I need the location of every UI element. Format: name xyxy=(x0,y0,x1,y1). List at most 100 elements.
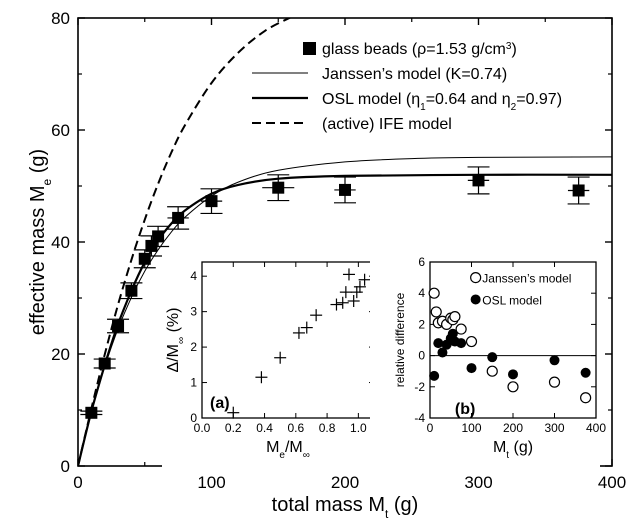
inset-a-plus-point xyxy=(310,309,323,322)
y-tick-label: 80 xyxy=(51,9,70,28)
legend-label-janssen: Janssen’s model (K=0.74) xyxy=(322,66,507,83)
y-tick-label: 60 xyxy=(51,121,70,140)
inset-b-x-tick-label: 300 xyxy=(544,421,564,435)
square-marker xyxy=(152,230,165,243)
inset-a-x-axis-label: Me/M∞ xyxy=(266,439,310,461)
legend-open-circle xyxy=(470,272,482,284)
inset-b-y-tick-label: 6 xyxy=(418,255,425,269)
inset-chart-b: 0 100 200 300 400 -4 -2 0 2 4 6 Mt (g) relative diff… xyxy=(370,254,606,470)
inset-a-plus-point xyxy=(353,280,366,293)
inset-b-y-tick-label: -2 xyxy=(414,380,425,394)
janssen-diff-point xyxy=(486,365,498,377)
x-tick-label: 300 xyxy=(464,473,492,492)
legend-square-marker xyxy=(303,42,316,55)
inset-a-panel-label: (a) xyxy=(210,395,230,412)
x-axis-label: total mass Mt (g) xyxy=(272,494,419,521)
inset-b-x-tick-label: 100 xyxy=(461,421,481,435)
janssen-diff-point xyxy=(455,323,467,335)
inset-b-x-tick-label: 0 xyxy=(427,421,434,435)
inset-b-y-tick-label: 0 xyxy=(418,349,425,363)
square-marker xyxy=(138,252,151,265)
inset-chart-a: 0.0 0.2 0.4 0.6 0.8 1.0 0 1 2 3 4 Me/M∞ Δ/M∞ (%) (a) xyxy=(162,254,378,470)
square-marker xyxy=(112,320,125,332)
x-tick-label: 0 xyxy=(73,473,82,492)
inset-a-y-tick-label: 1 xyxy=(190,376,197,390)
square-marker xyxy=(98,357,111,370)
inset-b-panel-label: (b) xyxy=(455,401,475,418)
osl-diff-point xyxy=(580,367,591,378)
inset-b-y-axis-label: relative difference xyxy=(393,292,407,387)
glass-beads-point xyxy=(120,282,143,300)
janssen-diff-point xyxy=(580,392,592,404)
inset-a-x-tick-label: 0.2 xyxy=(225,421,242,435)
square-marker xyxy=(339,183,351,196)
inset-b-x-axis-label: Mt (g) xyxy=(493,439,533,461)
janssen-diff-point xyxy=(449,311,461,323)
legend-label-osl: OSL model (η1=0.64 and η2=0.97) xyxy=(322,91,562,113)
legend-filled-circle xyxy=(470,294,481,305)
osl-diff-point xyxy=(437,347,448,358)
x-tick-label: 100 xyxy=(197,473,225,492)
inset-a-x-tick-label: 0.8 xyxy=(319,421,336,435)
inset-b-legend: Janssen’s model OSL model xyxy=(470,272,571,307)
square-marker xyxy=(172,211,185,224)
osl-diff-point xyxy=(456,338,467,349)
inset-a-plus-point xyxy=(339,286,352,299)
glass-beads-point xyxy=(147,225,170,248)
osl-diff-point xyxy=(447,328,458,339)
inset-a-x-tick-label: 1.0 xyxy=(350,421,367,435)
inset-a-y-tick-label: 2 xyxy=(190,340,197,354)
inset-b-y-tick-label: -4 xyxy=(414,411,425,425)
legend-label-ife: (active) IFE model xyxy=(322,116,452,133)
inset-a-plus-point xyxy=(342,268,355,281)
inset-a-x-tick-label: 0.0 xyxy=(194,421,211,435)
glass-beads-point xyxy=(334,176,356,204)
inset-b-x-tick-label: 200 xyxy=(503,421,523,435)
inset-a-y-tick-label: 4 xyxy=(190,269,197,283)
janssen-diff-point xyxy=(428,287,440,299)
glass-beads-point xyxy=(80,406,103,419)
osl-diff-point xyxy=(508,369,518,380)
janssen-diff-point xyxy=(465,335,478,348)
janssen-diff-point xyxy=(430,306,442,318)
legend-label-janssen: Janssen’s model xyxy=(482,272,571,286)
square-marker xyxy=(472,174,485,187)
osl-diff-point xyxy=(429,370,440,381)
square-marker xyxy=(572,184,585,197)
inset-a-plus-point xyxy=(255,371,268,384)
y-tick-label: 40 xyxy=(51,233,70,252)
glass-beads-point xyxy=(467,166,490,195)
inset-a-plus-point xyxy=(330,298,343,311)
inset-a-x-tick-label: 0.4 xyxy=(256,421,273,435)
glass-beads-point xyxy=(93,357,116,370)
inset-a-y-tick-label: 0 xyxy=(190,411,197,425)
inset-b-background xyxy=(370,254,600,470)
glass-beads-point xyxy=(167,206,190,230)
y-tick-label: 0 xyxy=(61,457,70,476)
osl-diff-point xyxy=(549,355,560,366)
inset-a-y-tick-label: 3 xyxy=(190,305,197,319)
legend-label-osl: OSL model xyxy=(482,293,542,307)
inset-a-plus-point xyxy=(347,295,360,307)
inset-a-background xyxy=(162,254,378,470)
ife-model-curve xyxy=(78,18,292,466)
inset-a-y-axis-label: Δ/M∞ (%) xyxy=(165,308,187,373)
inset-a-plus-point xyxy=(336,296,349,309)
glass-beads-point xyxy=(200,188,223,215)
janssen-diff-point xyxy=(507,381,519,393)
inset-a-plus-point xyxy=(292,326,305,339)
osl-diff-point xyxy=(466,363,477,374)
glass-beads-point xyxy=(262,174,295,202)
glass-beads-point xyxy=(567,176,590,205)
x-tick-label: 400 xyxy=(598,473,626,492)
legend-label-glass_beads: glass beads (ρ=1.53 g/cm3) xyxy=(322,41,517,59)
inset-b-x-tick-label: 400 xyxy=(586,421,606,435)
square-marker xyxy=(205,195,218,208)
inset-a-plus-point xyxy=(300,321,313,334)
square-marker xyxy=(272,181,285,194)
inset-a-plus-point xyxy=(358,273,371,286)
inset-b-y-tick-label: 4 xyxy=(418,286,425,300)
inset-a-x-tick-label: 0.6 xyxy=(287,421,304,435)
